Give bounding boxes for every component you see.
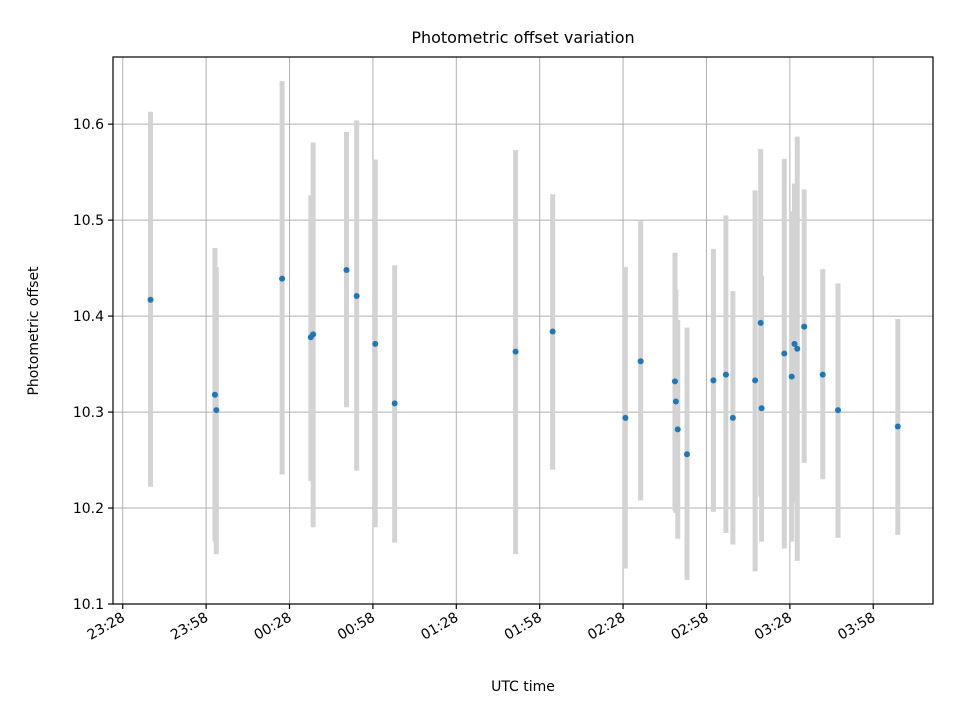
- plot-frame: [112, 56, 934, 605]
- data-point: [684, 451, 690, 458]
- data-points: [147, 267, 901, 458]
- data-point: [894, 423, 901, 430]
- data-point: [213, 407, 220, 414]
- data-point: [637, 358, 644, 365]
- x-axis-label: UTC time: [491, 679, 555, 695]
- data-point: [147, 296, 154, 303]
- y-tick-label: 10.3: [73, 405, 104, 421]
- data-point: [391, 400, 398, 407]
- data-point: [279, 275, 286, 282]
- y-tick-label: 10.5: [73, 213, 104, 229]
- y-axis-label: Photometric offset: [26, 266, 42, 396]
- data-point: [819, 371, 826, 378]
- data-point: [549, 328, 556, 335]
- data-point: [674, 426, 681, 433]
- data-point: [211, 391, 218, 398]
- data-point: [672, 398, 679, 405]
- data-point: [710, 377, 717, 384]
- data-point: [791, 340, 798, 347]
- data-point: [722, 371, 729, 378]
- y-tick-label: 10.6: [73, 117, 104, 133]
- data-point: [372, 340, 379, 347]
- data-point: [671, 378, 678, 385]
- data-point: [752, 377, 759, 384]
- chart-title: Photometric offset variation: [411, 28, 634, 47]
- data-point: [729, 414, 736, 421]
- data-point: [794, 345, 801, 352]
- data-point: [788, 373, 795, 380]
- y-tick-label: 10.2: [73, 501, 104, 517]
- data-point: [622, 414, 629, 421]
- y-tick-label: 10.4: [73, 309, 104, 325]
- data-point: [781, 350, 788, 357]
- data-point: [310, 331, 317, 338]
- data-point: [353, 292, 360, 299]
- data-point: [801, 323, 808, 330]
- data-point: [757, 319, 764, 326]
- data-point: [343, 267, 350, 274]
- y-tick-label: 10.1: [73, 597, 104, 613]
- data-point: [835, 407, 842, 414]
- data-point: [512, 348, 519, 355]
- data-point: [758, 405, 765, 412]
